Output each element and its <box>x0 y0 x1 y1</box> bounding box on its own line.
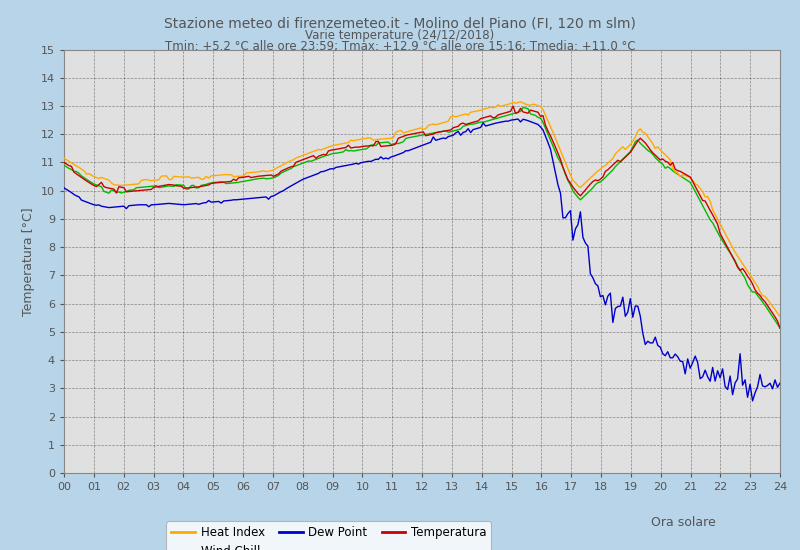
Line: Wind Chill: Wind Chill <box>64 107 780 328</box>
Text: Stazione meteo di firenzemeteo.it - Molino del Piano (FI, 120 m slm): Stazione meteo di firenzemeteo.it - Moli… <box>164 16 636 30</box>
Legend: Heat Index, Wind Chill, Dew Point, Temperatura: Heat Index, Wind Chill, Dew Point, Tempe… <box>166 521 491 550</box>
Temperatura <box>59 159 69 166</box>
Dew Point <box>122 205 131 212</box>
Text: Varie temperature (24/12/2018): Varie temperature (24/12/2018) <box>306 29 494 42</box>
Wind Chill <box>421 131 430 138</box>
Wind Chill <box>122 188 131 195</box>
Temperatura <box>715 230 725 237</box>
Temperatura <box>421 133 430 139</box>
Temperatura <box>775 325 785 332</box>
Dew Point <box>663 348 673 355</box>
Heat Index <box>775 313 785 320</box>
Heat Index <box>663 154 673 161</box>
Wind Chill <box>518 104 528 111</box>
Dew Point <box>748 398 758 404</box>
Heat Index <box>59 155 69 162</box>
Dew Point <box>514 116 523 122</box>
Y-axis label: Temperatura [°C]: Temperatura [°C] <box>22 207 35 316</box>
Dew Point <box>59 185 69 191</box>
Heat Index <box>693 182 702 189</box>
Dew Point <box>675 358 685 365</box>
Text: Tmin: +5.2 °C alle ore 23:59; Tmax: +12.9 °C alle ore 15:16; Tmedia: +11.0 °C: Tmin: +5.2 °C alle ore 23:59; Tmax: +12.… <box>165 40 635 53</box>
Dew Point <box>693 359 702 366</box>
Dew Point <box>421 141 430 147</box>
Wind Chill <box>693 193 702 200</box>
Heat Index <box>516 98 526 105</box>
Heat Index <box>122 182 131 188</box>
Wind Chill <box>675 173 685 179</box>
Heat Index <box>715 221 725 227</box>
Heat Index <box>421 125 430 132</box>
Temperatura <box>122 189 131 195</box>
Wind Chill <box>59 162 69 168</box>
Temperatura <box>675 168 685 175</box>
Text: Ora solare: Ora solare <box>651 516 716 529</box>
Line: Temperatura: Temperatura <box>64 106 780 328</box>
Dew Point <box>715 375 725 381</box>
Line: Dew Point: Dew Point <box>64 119 780 401</box>
Wind Chill <box>715 234 725 240</box>
Temperatura <box>663 159 673 166</box>
Wind Chill <box>775 324 785 331</box>
Heat Index <box>675 173 685 180</box>
Wind Chill <box>663 163 673 170</box>
Temperatura <box>693 188 702 194</box>
Line: Heat Index: Heat Index <box>64 102 780 316</box>
Temperatura <box>508 103 518 109</box>
Dew Point <box>775 380 785 387</box>
